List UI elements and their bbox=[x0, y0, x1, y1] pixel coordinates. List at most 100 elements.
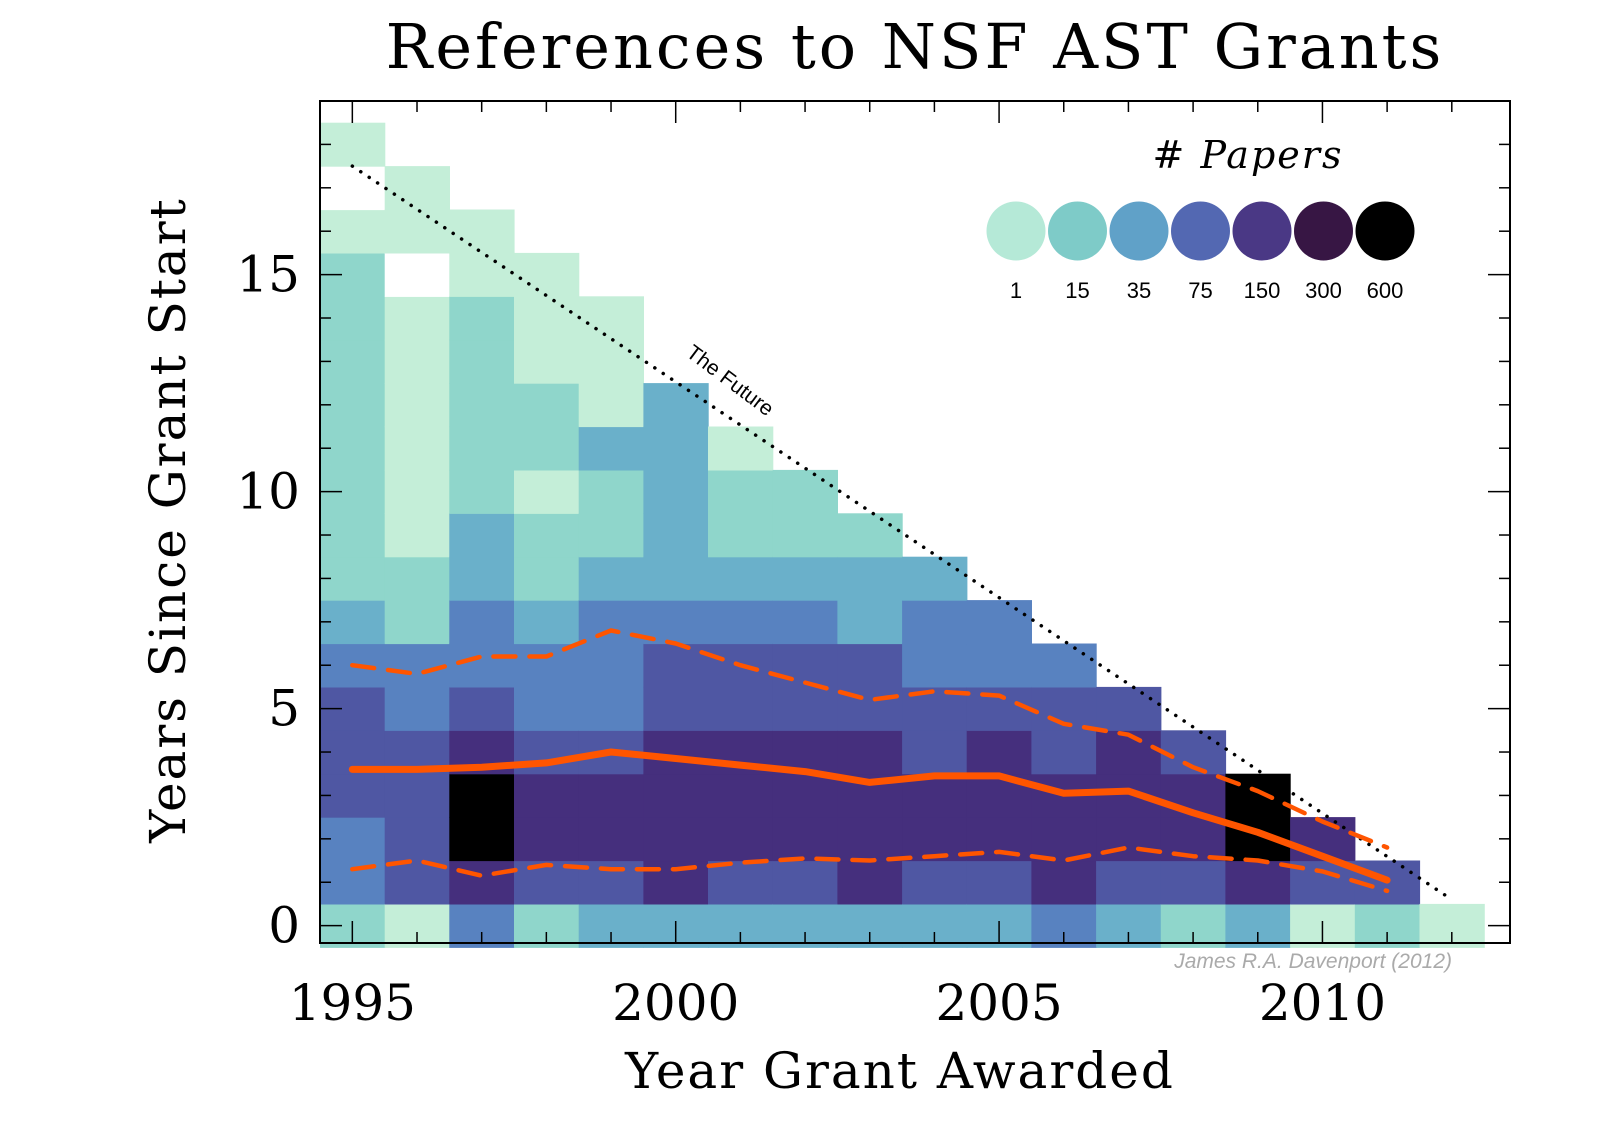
heatmap-cell-1996-2 bbox=[384, 817, 450, 862]
heatmap-cell-2002-1 bbox=[772, 860, 838, 905]
heatmap-cell-1996-9 bbox=[384, 513, 450, 558]
heatmap-cell-1996-5 bbox=[384, 686, 450, 731]
dashed-series-line-2 bbox=[350, 845, 1390, 894]
heatmap-cell-1999-3 bbox=[578, 773, 644, 818]
heatmap-cell-2004-1 bbox=[902, 860, 968, 905]
heatmap-cell-2001-2 bbox=[708, 817, 774, 862]
x-tick-label-1995: 1995 bbox=[289, 974, 416, 1032]
heatmap-cell-2003-7 bbox=[837, 600, 903, 645]
heatmap-cell-2002-7 bbox=[772, 600, 838, 645]
heatmap-cell-2000-5 bbox=[643, 686, 709, 731]
heatmap-cell-1998-11 bbox=[514, 426, 580, 471]
heatmap-cell-1999-9 bbox=[578, 513, 644, 558]
legend-swatch-1 bbox=[986, 201, 1046, 261]
heatmap-cell-2000-11 bbox=[643, 426, 709, 471]
heatmap-cell-1999-6 bbox=[578, 643, 644, 688]
heatmap-cell-1999-12 bbox=[578, 383, 644, 428]
credit-label: James R.A. Davenport (2012) bbox=[1173, 950, 1452, 973]
heatmap-cell-1998-6 bbox=[514, 643, 580, 688]
heatmap-cell-2003-8 bbox=[837, 556, 903, 601]
heatmap-cell-1997-8 bbox=[449, 556, 515, 601]
heatmap-cell-1999-10 bbox=[578, 469, 644, 514]
heatmap-cell-2001-1 bbox=[708, 860, 774, 905]
heatmap-cell-1997-15 bbox=[449, 252, 515, 297]
heatmap-cell-1998-14 bbox=[514, 296, 580, 341]
heatmap-cell-1999-13 bbox=[578, 339, 644, 384]
heatmap-cell-1996-8 bbox=[384, 556, 450, 601]
heatmap-cell-2001-9 bbox=[708, 513, 774, 558]
heatmap-cell-1998-13 bbox=[514, 339, 580, 384]
legend-label-1: 1 bbox=[1010, 278, 1022, 303]
heatmap-cell-2006-4 bbox=[1031, 730, 1097, 775]
legend-swatch-300 bbox=[1294, 201, 1353, 261]
heatmap-cell-2002-8 bbox=[772, 556, 838, 601]
heatmap-cell-1998-10 bbox=[514, 469, 580, 514]
heatmap-cell-1996-6 bbox=[384, 643, 450, 688]
heatmap-cell-2004-7 bbox=[902, 600, 968, 645]
plot-border bbox=[319, 100, 1511, 944]
legend-title: # Papers bbox=[1153, 133, 1344, 177]
heatmap-cell-2005-4 bbox=[966, 730, 1032, 775]
heatmap-cell-1996-16 bbox=[384, 209, 450, 254]
heatmap-cell-2004-4 bbox=[902, 730, 968, 775]
heatmap-cells bbox=[320, 122, 1485, 948]
heatmap-cell-1996-10 bbox=[384, 469, 450, 514]
axis-ticks bbox=[320, 100, 1510, 943]
heatmap-cell-2000-8 bbox=[643, 556, 709, 601]
heatmap-cell-2000-10 bbox=[643, 469, 709, 514]
x-axis-label: Year Grant Awarded bbox=[624, 1042, 1175, 1100]
heatmap-cell-1997-16 bbox=[449, 209, 515, 254]
chart-title: References to NSF AST Grants bbox=[386, 10, 1445, 83]
legend-label-150: 150 bbox=[1244, 278, 1281, 303]
heatmap-cell-1996-11 bbox=[384, 426, 450, 471]
heatmap-cell-2002-9 bbox=[772, 513, 838, 558]
heatmap-cell-2007-2 bbox=[1096, 817, 1162, 862]
heatmap-cell-1999-8 bbox=[578, 556, 644, 601]
heatmap-cell-2000-7 bbox=[643, 600, 709, 645]
heatmap-cell-2000-2 bbox=[643, 817, 709, 862]
heatmap-cell-2003-4 bbox=[837, 730, 903, 775]
heatmap-cell-2005-1 bbox=[966, 860, 1032, 905]
percentile-lines bbox=[348, 164, 1454, 902]
heatmap-cell-1996-17 bbox=[384, 166, 450, 211]
heatmap-cell-1996-15 bbox=[384, 252, 450, 297]
heatmap-cell-1998-5 bbox=[514, 686, 580, 731]
heatmap-cell-1998-2 bbox=[514, 817, 580, 862]
heatmap-cell-2002-6 bbox=[772, 643, 838, 688]
heatmap-cell-1998-15 bbox=[514, 252, 580, 297]
heatmap-cell-1997-13 bbox=[449, 339, 515, 384]
y-axis-label: Years Since Grant Start bbox=[139, 197, 197, 843]
heatmap-cell-1996-13 bbox=[384, 339, 450, 384]
legend-swatch-600 bbox=[1355, 201, 1415, 261]
heatmap-cell-2000-4 bbox=[643, 730, 709, 775]
heatmap-cell-2002-2 bbox=[772, 817, 838, 862]
heatmap-cell-1999-14 bbox=[578, 296, 644, 341]
legend-label-15: 15 bbox=[1065, 278, 1089, 303]
heatmap-cell-1997-3 bbox=[449, 773, 515, 818]
heatmap-cell-2001-10 bbox=[708, 469, 774, 514]
heatmap-cell-2003-6 bbox=[837, 643, 903, 688]
heatmap-cell-1998-9 bbox=[514, 513, 580, 558]
heatmap-cell-2001-11 bbox=[708, 426, 774, 471]
legend: # Papers 1 15 35 75 150 300 600 bbox=[986, 133, 1415, 303]
heatmap-cell-2008-1 bbox=[1160, 860, 1227, 905]
legend-swatch-35 bbox=[1109, 201, 1169, 261]
y-tick-label-5: 5 bbox=[268, 680, 300, 738]
heatmap-cell-1997-6 bbox=[449, 643, 515, 688]
solid-median-line-0 bbox=[348, 748, 1391, 884]
legend-label-75: 75 bbox=[1188, 278, 1212, 303]
heatmap-cell-2004-2 bbox=[902, 817, 968, 862]
legend-items: 1 15 35 75 150 300 600 bbox=[986, 201, 1415, 303]
heatmap-cell-2000-6 bbox=[643, 643, 709, 688]
heatmap-cell-1998-7 bbox=[514, 600, 580, 645]
heatmap-cell-1996-3 bbox=[384, 773, 450, 818]
heatmap-cell-2002-10 bbox=[772, 469, 838, 514]
heatmap-cell-1998-3 bbox=[514, 773, 580, 818]
legend-swatch-15 bbox=[1048, 201, 1107, 261]
heatmap-cell-2007-5 bbox=[1096, 686, 1162, 731]
heatmap-cell-1999-2 bbox=[578, 817, 644, 862]
heatmap-cell-2009-3 bbox=[1225, 773, 1291, 818]
heatmap-cell-2002-3 bbox=[772, 773, 838, 818]
heatmap-cell-2001-7 bbox=[708, 600, 774, 645]
